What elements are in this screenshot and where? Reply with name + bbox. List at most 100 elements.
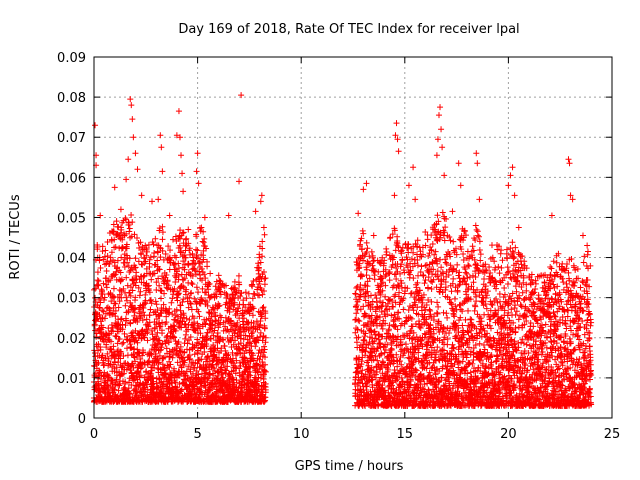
data-point	[112, 300, 119, 307]
data-point	[104, 350, 111, 357]
data-point	[118, 226, 125, 233]
data-point	[113, 376, 120, 383]
data-point	[235, 272, 242, 279]
data-point	[108, 338, 115, 345]
data-point	[371, 276, 378, 283]
data-point	[207, 270, 214, 277]
data-point	[164, 285, 171, 292]
data-point	[143, 252, 150, 259]
data-point	[159, 273, 166, 280]
data-point	[157, 323, 164, 330]
data-point	[112, 271, 119, 278]
data-point	[128, 382, 135, 389]
data-point	[116, 380, 123, 387]
data-point	[99, 243, 106, 250]
data-point	[373, 369, 380, 376]
data-point	[143, 248, 150, 255]
data-point	[106, 345, 113, 352]
data-point	[103, 268, 110, 275]
data-point	[471, 307, 478, 314]
data-point	[116, 291, 123, 298]
data-point	[146, 256, 153, 263]
data-point	[123, 230, 130, 237]
data-point	[152, 311, 159, 318]
data-point	[161, 290, 168, 297]
data-point	[145, 282, 152, 289]
data-point	[114, 340, 121, 347]
data-point	[475, 233, 482, 240]
data-point	[137, 288, 144, 295]
data-point	[478, 326, 485, 333]
data-point	[157, 244, 164, 251]
data-point	[122, 322, 129, 329]
data-point	[138, 261, 145, 268]
data-point	[261, 281, 268, 288]
data-point	[477, 257, 484, 264]
data-point	[112, 313, 119, 320]
data-point	[162, 340, 169, 347]
data-point	[189, 281, 196, 288]
data-point	[125, 307, 132, 314]
data-point	[171, 334, 178, 341]
data-point	[153, 321, 160, 328]
data-point	[132, 264, 139, 271]
data-point	[363, 272, 370, 279]
data-point	[359, 227, 366, 234]
data-point	[459, 358, 466, 365]
data-point	[117, 355, 124, 362]
data-point	[159, 247, 166, 254]
data-point	[353, 339, 360, 346]
data-point	[96, 369, 103, 376]
data-point	[425, 252, 432, 259]
data-point	[352, 290, 359, 297]
data-point	[454, 261, 461, 268]
data-point	[99, 324, 106, 331]
data-point	[151, 324, 158, 331]
data-point	[131, 231, 138, 238]
data-point	[140, 273, 147, 280]
data-point	[421, 280, 428, 287]
data-point	[165, 282, 172, 289]
data-point	[120, 339, 127, 346]
data-point	[127, 284, 134, 291]
data-point	[132, 358, 139, 365]
data-point	[393, 357, 400, 364]
data-point	[161, 370, 168, 377]
data-point	[108, 249, 115, 256]
data-point	[119, 340, 126, 347]
data-point	[144, 361, 151, 368]
data-point	[410, 307, 417, 314]
data-point	[442, 259, 449, 266]
data-point	[139, 352, 146, 359]
data-points	[90, 92, 595, 409]
data-point	[364, 245, 371, 252]
data-point	[353, 310, 360, 317]
data-point	[437, 256, 444, 263]
data-point	[127, 320, 134, 327]
data-point	[95, 347, 102, 354]
data-point	[353, 325, 360, 332]
data-point	[147, 296, 154, 303]
data-point	[418, 263, 425, 270]
data-point	[106, 261, 113, 268]
data-point	[101, 361, 108, 368]
data-point	[148, 370, 155, 377]
data-point	[469, 243, 476, 250]
data-point	[363, 239, 370, 246]
data-point	[132, 382, 139, 389]
data-point	[125, 219, 132, 226]
data-point	[473, 226, 480, 233]
data-point	[424, 236, 431, 243]
data-point	[143, 316, 150, 323]
data-point	[163, 271, 170, 278]
data-point	[156, 337, 163, 344]
data-point	[155, 275, 162, 282]
data-point	[142, 258, 149, 265]
data-point	[94, 373, 101, 380]
data-point	[154, 249, 161, 256]
data-point	[109, 294, 116, 301]
data-point	[156, 282, 163, 289]
data-point	[166, 358, 173, 365]
data-point	[156, 347, 163, 354]
data-point	[447, 237, 454, 244]
